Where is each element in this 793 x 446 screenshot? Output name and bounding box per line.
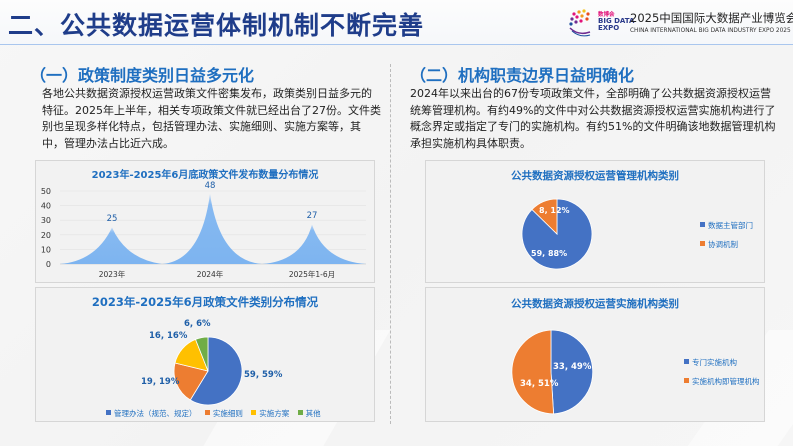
legend-label: 管理办法（规范、规定） <box>114 409 197 418</box>
legend-label: 实施机构即管理机构 <box>692 377 760 386</box>
chart-legend: 专门实施机构 实施机构即管理机构 <box>684 357 766 395</box>
area-chart-plot: 50 40 30 20 10 0 25 48 27 2023年 2024年 20… <box>41 181 366 279</box>
logo-cn: 数博会 <box>598 12 615 18</box>
legend-label: 数据主管部门 <box>708 221 753 230</box>
y-tick: 50 <box>41 187 51 196</box>
pie-label: 16, 16% <box>149 331 188 341</box>
chart-title: 公共数据资源授权运营管理机构类别 <box>511 170 679 182</box>
legend-label: 其他 <box>305 409 321 418</box>
legend-label: 协调机制 <box>708 240 738 249</box>
area-peak-2023 <box>60 227 162 264</box>
chart-title: 2023年-2025年6月底政策文件发布数量分布情况 <box>91 170 319 181</box>
expo-name-en: CHINA INTERNATIONAL BIG DATA INDUSTRY EX… <box>630 28 791 34</box>
pie-label: 33, 49% <box>553 362 592 372</box>
legend-label: 专门实施机构 <box>692 358 737 367</box>
chart-title: 2023年-2025年6月政策文件类别分布情况 <box>91 295 319 309</box>
x-tick: 2023年 <box>99 269 126 279</box>
legend-item: 管理办法（规范、规定） <box>106 409 197 418</box>
legend-swatch-icon <box>297 410 303 415</box>
pie-chart-plot: 59, 59% 19, 19% 16, 16% 6, 6% <box>141 319 283 406</box>
chart-title: 公共数据资源授权运营实施机构类别 <box>511 298 679 310</box>
x-tick: 2024年 <box>197 269 224 279</box>
right-paragraph: 2024年以来出台的67份专项政策文件，全部明确了公共数据资源授权运营统筹管理机… <box>410 87 776 150</box>
legend-item: 实施方案 <box>251 409 289 418</box>
legend-swatch-icon <box>684 378 689 383</box>
legend-swatch-icon <box>106 410 111 415</box>
pie-slice-other <box>194 336 209 372</box>
right-section-title: （二）机构职责边界日益明确化 <box>410 66 635 85</box>
logo-line2: EXPO <box>598 24 620 32</box>
page-title: 二、公共数据运营体制机制不断完善 <box>8 11 425 40</box>
pie-chart-plot: 59, 88% 8, 12% <box>521 198 593 270</box>
y-tick: 10 <box>41 245 51 254</box>
x-tick: 2025年1-6月 <box>289 269 335 279</box>
expo-name: 2025中国国际大数据产业博览会 <box>630 11 793 25</box>
policy-count-chart: 2023年-2025年6月底政策文件发布数量分布情况 50 40 30 20 1… <box>35 160 375 283</box>
y-tick: 30 <box>41 216 51 225</box>
legend-item: 协调机制 <box>700 239 753 250</box>
y-tick: 20 <box>41 231 51 240</box>
pie-slice-same-as-management <box>511 329 555 415</box>
pie-slice-dedicated <box>550 329 594 415</box>
pie-slice-rules <box>173 362 209 401</box>
pie-label: 8, 12% <box>539 206 570 215</box>
column-divider <box>390 64 391 424</box>
legend-swatch-icon <box>700 241 705 246</box>
pie-chart-plot: 33, 49% 34, 51% <box>511 329 594 415</box>
legend-item: 专门实施机构 <box>684 357 760 368</box>
legend-swatch-icon <box>684 359 689 364</box>
legend-swatch-icon <box>700 222 705 227</box>
legend-label: 实施细则 <box>212 409 243 418</box>
pie-label: 59, 59% <box>244 370 283 380</box>
management-org-chart: 公共数据资源授权运营管理机构类别 59, 88% 8, 12% 数据主管部门 协… <box>425 160 765 283</box>
pie-label: 34, 51% <box>520 379 559 389</box>
chart-legend: 数据主管部门 协调机制 <box>700 220 759 258</box>
legend-item: 实施机构即管理机构 <box>684 376 760 387</box>
pie-label: 19, 19% <box>141 377 180 387</box>
left-paragraph: 各地公共数据资源授权运营政策文件密集发布，政策类别日益多元的特征。2025年上半… <box>42 87 381 150</box>
expo-logo-text: 数博会 BIG DATA EXPO <box>598 12 634 32</box>
pie-label: 59, 88% <box>531 249 567 258</box>
y-tick: 40 <box>41 202 51 211</box>
legend-item: 其他 <box>297 409 321 418</box>
data-label: 27 <box>307 211 318 221</box>
logo-line1: BIG DATA <box>598 17 635 25</box>
legend-item: 实施细则 <box>204 409 243 418</box>
legend-item: 数据主管部门 <box>700 220 753 231</box>
chart-legend: 管理办法（规范、规定） 实施细则 实施方案 其他 <box>106 408 327 419</box>
pie-slice-management <box>189 336 243 406</box>
legend-label: 实施方案 <box>259 409 290 418</box>
pie-slice-coordination <box>531 198 558 235</box>
data-label: 25 <box>107 214 118 224</box>
legend-swatch-icon <box>204 410 210 415</box>
implementation-org-chart: 公共数据资源授权运营实施机构类别 33, 49% 34, 51% 专门实施机构 … <box>425 287 765 422</box>
legend-swatch-icon <box>251 410 257 415</box>
area-peak-2024 <box>162 193 262 264</box>
area-peak-2025 <box>262 224 366 264</box>
expo-logo-icon <box>569 9 591 37</box>
page-header: 二、公共数据运营体制机制不断完善 数博会 BIG DATA EXPO 2025中… <box>0 0 793 45</box>
y-tick: 0 <box>46 260 51 269</box>
policy-category-chart: 2023年-2025年6月政策文件类别分布情况 59, 59% 19, 19% … <box>35 287 375 422</box>
pie-label: 6, 6% <box>184 319 211 329</box>
data-label: 48 <box>205 181 216 191</box>
left-section-title: （一）政策制度类别日益多元化 <box>30 66 255 85</box>
